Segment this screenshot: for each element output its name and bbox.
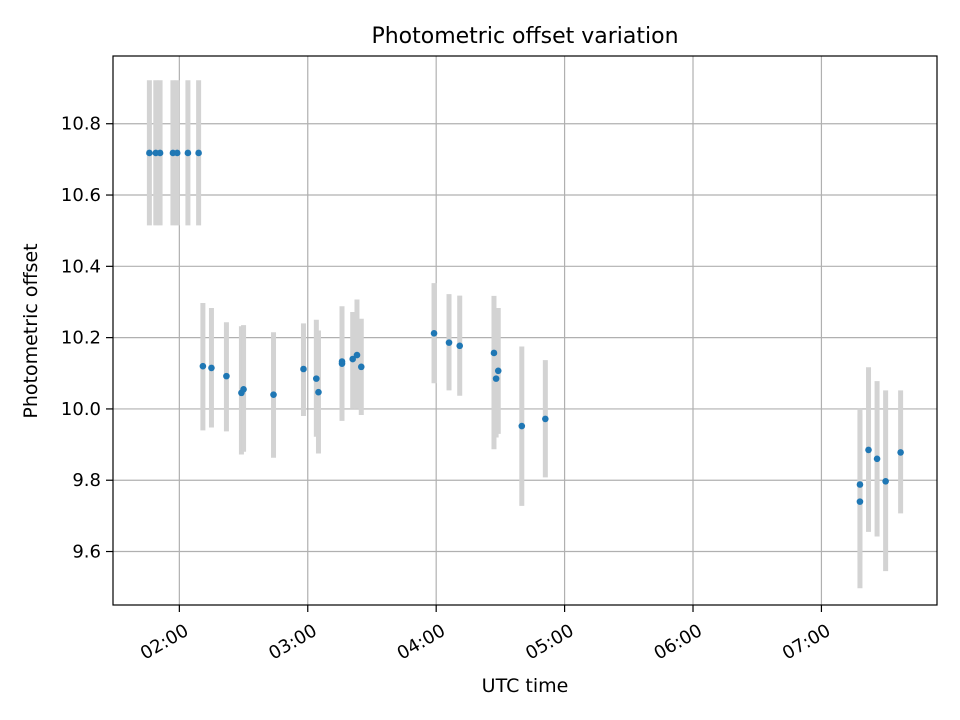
- data-point: [195, 149, 202, 157]
- data-point: [208, 364, 215, 372]
- data-point: [156, 149, 164, 157]
- data-point: [492, 375, 500, 382]
- y-tick-label: 10.4: [61, 256, 101, 277]
- data-point: [865, 446, 872, 454]
- data-point: [146, 149, 153, 157]
- data-point: [490, 349, 498, 357]
- data-point: [897, 449, 904, 456]
- data-point: [199, 362, 207, 370]
- y-axis-label: Photometric offset: [20, 243, 42, 418]
- data-point: [270, 391, 277, 398]
- data-point: [882, 477, 889, 485]
- data-point: [456, 342, 464, 350]
- data-points: [146, 149, 904, 505]
- data-point: [856, 481, 864, 488]
- data-point: [240, 386, 247, 393]
- y-tick-label: 9.6: [72, 542, 101, 563]
- data-point: [353, 351, 361, 359]
- data-point: [542, 415, 549, 423]
- data-point: [445, 339, 453, 346]
- data-point: [184, 149, 192, 157]
- data-point: [856, 498, 864, 505]
- chart-title: Photometric offset variation: [371, 24, 678, 49]
- data-point: [494, 367, 502, 375]
- data-point: [300, 365, 307, 373]
- data-point: [338, 360, 346, 367]
- data-point: [357, 363, 365, 371]
- data-point: [223, 372, 230, 380]
- plot-frame: [112, 55, 938, 606]
- data-point: [349, 355, 357, 363]
- data-point: [313, 375, 320, 382]
- x-axis-label: UTC time: [482, 675, 569, 697]
- y-tick-label: 10.6: [61, 185, 101, 206]
- y-tick-label: 9.8: [72, 470, 101, 491]
- data-point: [518, 422, 526, 430]
- data-point: [430, 330, 438, 337]
- y-tick-label: 10.2: [61, 328, 101, 349]
- data-point: [173, 149, 181, 157]
- data-point: [873, 455, 881, 463]
- grid: [113, 56, 937, 605]
- y-tick-label: 10.0: [61, 399, 101, 420]
- data-point: [315, 388, 322, 396]
- y-tick-label: 10.8: [61, 114, 101, 135]
